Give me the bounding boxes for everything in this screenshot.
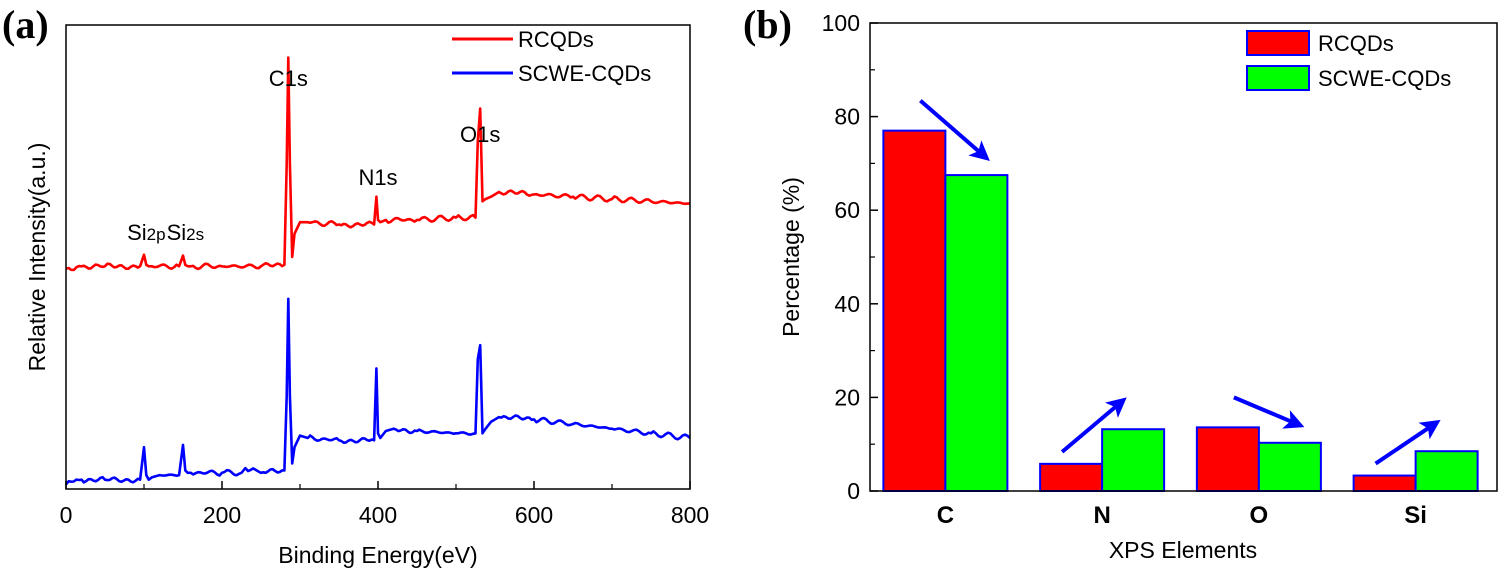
y-tick-label-40: 40	[834, 291, 860, 317]
bar-c-scwe-cqds	[944, 174, 1009, 492]
legend-label-scwe-cqds: SCWE-CQDs	[1318, 66, 1451, 91]
peak-label-si2s: Si2s	[167, 220, 205, 245]
panel-b-y-axis-title: Percentage (%)	[778, 177, 804, 337]
panel-a-x-ticks: 0 200 400 600 800	[60, 481, 709, 528]
panel-a-xps-spectrum: (a) 0 200 400 600 800 Si2p Si2s C1s N1s O1s RCQD…	[2, 2, 709, 568]
panel-b-element-percentage: (b) 0 20 40 60 80 100 C N O Si RCQDs SCWE-CQDs X…	[743, 2, 1498, 563]
series-line-scwe-cqds	[65, 297, 691, 486]
panel-a-legend: RCQDs SCWE-CQDs	[452, 27, 651, 86]
panel-b-label: (b)	[743, 2, 792, 47]
category-label-n: N	[1093, 502, 1110, 529]
panel-a-peak-labels: Si2p Si2s C1s N1s O1s	[127, 66, 500, 245]
panel-a-label: (a)	[2, 2, 49, 47]
y-tick-label-80: 80	[834, 104, 860, 130]
peak-label-c1s: C1s	[269, 66, 308, 91]
panel-b-trend-arrows	[919, 99, 1441, 466]
bar-o-scwe-cqds	[1257, 441, 1322, 492]
y-tick-label-60: 60	[834, 197, 860, 223]
bar-si-scwe-cqds	[1414, 450, 1479, 492]
x-tick-label-200: 200	[203, 502, 241, 528]
legend-swatch-scwe-cqds	[1246, 65, 1310, 91]
panel-b-bars	[882, 129, 1479, 492]
trend-arrow-o-decrease	[1233, 395, 1305, 429]
y-tick-label-100: 100	[822, 10, 860, 36]
peak-label-n1s: N1s	[358, 165, 397, 190]
panel-b-category-labels: C N O Si	[937, 502, 1427, 529]
legend-label-rcqds: RCQDs	[1318, 31, 1394, 56]
bar-n-scwe-cqds	[1101, 428, 1166, 492]
peak-label-o1s: O1s	[460, 122, 500, 147]
trend-arrow-n-increase	[1060, 397, 1127, 454]
panel-a-y-axis-title: Relative Intensity(a.u.)	[24, 143, 50, 372]
x-tick-label-800: 800	[671, 502, 709, 528]
panel-b-x-axis-title: XPS Elements	[1109, 537, 1257, 563]
trend-arrow-c-decrease	[919, 99, 990, 162]
bar-n-rcqds	[1039, 462, 1104, 492]
category-label-si: Si	[1404, 502, 1427, 529]
x-tick-label-0: 0	[60, 502, 73, 528]
trend-arrow-si-increase	[1374, 419, 1441, 466]
category-label-o: O	[1250, 502, 1269, 529]
panel-a-series	[65, 56, 691, 486]
panel-b-legend: RCQDs SCWE-CQDs	[1246, 30, 1451, 91]
peak-label-si2p: Si2p	[127, 220, 165, 245]
legend-label-scwe-cqds: SCWE-CQDs	[518, 61, 651, 86]
x-tick-label-600: 600	[515, 502, 553, 528]
legend-swatch-rcqds	[1246, 30, 1310, 56]
y-tick-label-20: 20	[834, 384, 860, 410]
panel-a-x-axis-title: Binding Energy(eV)	[278, 542, 477, 568]
bar-si-rcqds	[1352, 474, 1417, 492]
bar-c-rcqds	[882, 129, 947, 492]
series-line-rcqds	[65, 56, 690, 272]
y-tick-label-0: 0	[847, 478, 860, 504]
panel-b-y-ticks: 0 20 40 60 80 100	[822, 10, 878, 504]
x-tick-label-400: 400	[359, 502, 397, 528]
category-label-c: C	[937, 502, 954, 529]
legend-label-rcqds: RCQDs	[518, 27, 594, 52]
bar-o-rcqds	[1195, 426, 1260, 492]
